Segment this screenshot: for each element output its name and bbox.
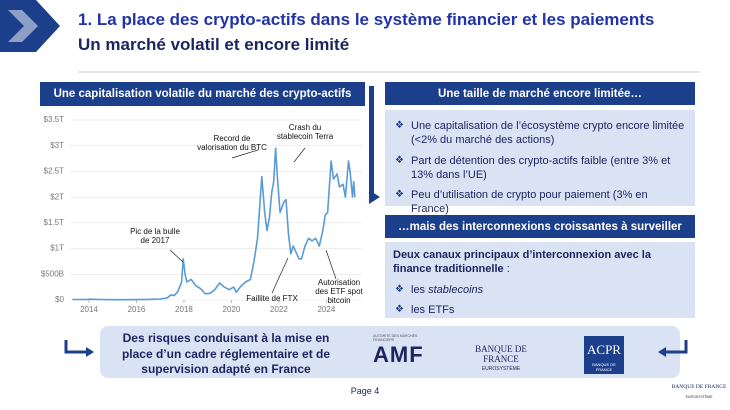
annotation: Crash du stablecoin Terra bbox=[276, 123, 334, 142]
bullet: les stablecoins bbox=[393, 283, 687, 297]
section-header: …mais des interconnexions croissantes à … bbox=[385, 215, 695, 238]
bullet: Peu d’utilisation de crypto pour paiemen… bbox=[393, 188, 687, 217]
x-tick-label: 2016 bbox=[128, 305, 146, 314]
lead-text: : bbox=[503, 263, 510, 276]
logo-bdf-sub: EUROSYSTÈME bbox=[481, 366, 521, 372]
y-tick-label: $3.5T bbox=[44, 115, 65, 124]
y-tick-label: $500B bbox=[41, 269, 64, 278]
footer-logo-sub: EUROSYSTÈME bbox=[685, 395, 713, 399]
x-tick-label: 2014 bbox=[80, 305, 98, 314]
bullet-text: stablecoins bbox=[428, 283, 484, 296]
annotation-pointer bbox=[169, 249, 184, 263]
logo-bdf: BANQUE DE FRANCE bbox=[475, 344, 527, 364]
arrow-right-head bbox=[658, 347, 666, 357]
conclusion: Des risques conduisant à la mise en plac… bbox=[121, 331, 331, 377]
logo-acpr: ACPR BANQUE DE FRANCE bbox=[584, 336, 624, 374]
y-tick-label: $2.5T bbox=[44, 167, 65, 176]
bullet: Part de détention des crypto-actifs faib… bbox=[393, 154, 687, 183]
bullet-text: les ETFs bbox=[411, 303, 455, 316]
annotation: Autorisation des ETF spot bitcoin bbox=[315, 278, 363, 306]
bullet-text: les bbox=[411, 283, 426, 296]
y-tick-label: $0 bbox=[55, 295, 64, 304]
arrow-left bbox=[64, 340, 88, 354]
lead-text: Deux canaux principaux d’interconnexion … bbox=[393, 249, 651, 276]
bullet: Une capitalisation de l’écosystème crypt… bbox=[393, 119, 687, 148]
y-tick-label: $1T bbox=[50, 244, 64, 253]
subtitle: Un marché volatil et encore limité bbox=[78, 35, 350, 54]
x-tick-label: 2022 bbox=[270, 305, 288, 314]
divider-arrow bbox=[369, 190, 380, 204]
arrow-left-head bbox=[86, 347, 94, 357]
annotation-pointer bbox=[231, 149, 259, 159]
y-tick-label: $2T bbox=[50, 192, 64, 201]
annotation: Pic de la bulle de 2017 bbox=[130, 227, 180, 246]
annotation-pointer bbox=[293, 147, 306, 163]
chart: $0 $500B $1T $1.5T $2T $2.5T $3T $3.5T 2014 2016 2… bbox=[41, 115, 362, 314]
logo-amf: AMF bbox=[373, 342, 424, 367]
title: 1. La place des crypto-actifs dans le sy… bbox=[78, 10, 655, 29]
logo-acpr-sub: BANQUE DE FRANCE bbox=[592, 362, 616, 372]
series-line bbox=[72, 147, 356, 301]
section-header: Une taille de marché encore limitée… bbox=[385, 82, 695, 105]
info-box: Deux canaux principaux d’interconnexion … bbox=[385, 242, 695, 318]
logo-acpr-text: ACPR bbox=[587, 342, 621, 357]
corner-decoration bbox=[0, 0, 60, 52]
arrow-right bbox=[664, 340, 688, 354]
x-tick-label: 2024 bbox=[317, 305, 335, 314]
bottom-box bbox=[100, 326, 680, 378]
x-tick-label: 2018 bbox=[175, 305, 193, 314]
info-box: Une capitalisation de l’écosystème crypt… bbox=[385, 110, 695, 215]
chart-header: Une capitalisation volatile du marché de… bbox=[40, 82, 365, 106]
page-number: Page 4 bbox=[350, 386, 380, 396]
y-tick-label: $1.5T bbox=[44, 218, 65, 227]
annotation: Record de valorisation du BTC bbox=[197, 134, 267, 153]
x-tick-label: 2020 bbox=[223, 305, 241, 314]
annotation: Faillite de FTX bbox=[246, 294, 298, 303]
footer-logo: BANQUE DE FRANCE bbox=[671, 384, 727, 390]
annotation-pointer bbox=[271, 257, 289, 294]
logo-caption: AUTORITÉ DES MARCHÉS FINANCIERS bbox=[373, 334, 418, 342]
divider bbox=[369, 86, 374, 194]
y-tick-label: $3T bbox=[50, 141, 64, 150]
annotation-pointer bbox=[325, 249, 337, 280]
bullet: les ETFs bbox=[393, 303, 687, 317]
